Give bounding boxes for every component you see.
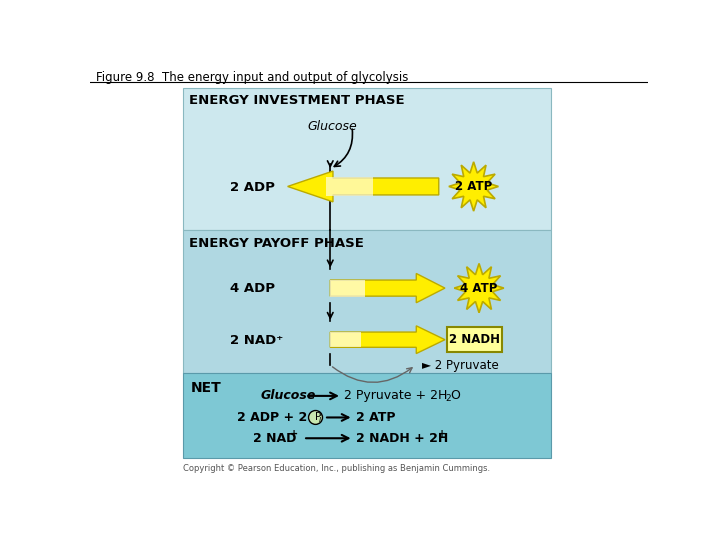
Bar [330, 332, 361, 347]
Text: 2 NAD: 2 NAD [253, 432, 296, 445]
Circle shape [309, 410, 323, 424]
FancyBboxPatch shape [447, 327, 502, 352]
Text: 4 ATP: 4 ATP [460, 281, 498, 295]
Text: ENERGY PAYOFF PHASE: ENERGY PAYOFF PHASE [189, 237, 364, 249]
Text: Glucose: Glucose [261, 389, 316, 402]
Text: ENERGY INVESTMENT PHASE: ENERGY INVESTMENT PHASE [189, 94, 405, 107]
Text: 2 ATP: 2 ATP [356, 411, 395, 424]
Text: +: + [438, 429, 446, 440]
Text: 2 ATP: 2 ATP [455, 180, 492, 193]
Text: NET: NET [191, 381, 222, 395]
Text: P: P [315, 413, 321, 422]
Text: Copyright © Pearson Education, Inc., publishing as Benjamin Cummings.: Copyright © Pearson Education, Inc., pub… [183, 464, 490, 472]
FancyArrowPatch shape [334, 129, 353, 166]
Bar [183, 373, 551, 457]
Text: 2 ADP + 2: 2 ADP + 2 [238, 411, 307, 424]
Polygon shape [454, 264, 504, 313]
Polygon shape [287, 171, 438, 202]
Text: 2 NADH + 2H: 2 NADH + 2H [356, 432, 448, 445]
Bar [183, 88, 551, 231]
Bar [330, 280, 365, 296]
Bar [183, 231, 551, 373]
Text: Figure 9.8  The energy input and output of glycolysis: Figure 9.8 The energy input and output o… [96, 71, 408, 84]
Text: 4 ADP: 4 ADP [230, 282, 274, 295]
Text: +: + [290, 429, 298, 440]
Text: i: i [319, 415, 321, 424]
Polygon shape [449, 162, 498, 211]
Text: ► 2 Pyruvate: ► 2 Pyruvate [422, 359, 498, 372]
Text: Glucose: Glucose [307, 120, 356, 133]
Polygon shape [330, 326, 445, 354]
Text: 2 ADP: 2 ADP [230, 181, 274, 194]
Text: 2: 2 [446, 394, 451, 403]
Text: 2 NADH: 2 NADH [449, 333, 500, 346]
Text: 2 NAD⁺: 2 NAD⁺ [230, 334, 283, 347]
Text: 2 Pyruvate + 2H: 2 Pyruvate + 2H [344, 389, 448, 402]
Polygon shape [330, 273, 445, 303]
Text: O: O [451, 389, 460, 402]
FancyArrowPatch shape [333, 367, 412, 382]
Bar [326, 177, 373, 195]
